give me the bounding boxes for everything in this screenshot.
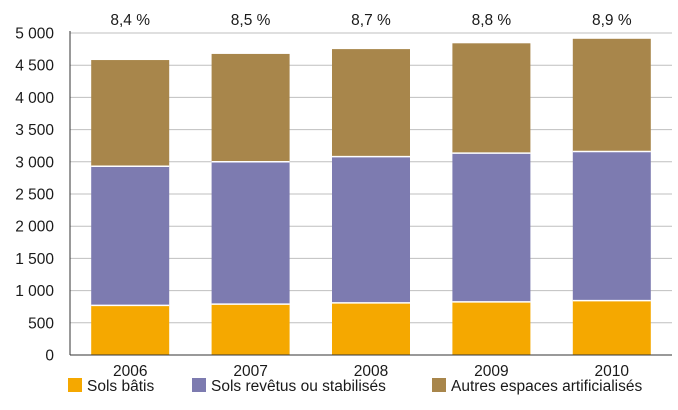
x-tick-label: 2010 bbox=[595, 363, 630, 380]
y-tick-label: 1 500 bbox=[15, 251, 54, 268]
x-tick-label: 2009 bbox=[474, 363, 508, 380]
legend-label: Sols revêtus ou stabilisés bbox=[211, 378, 386, 395]
legend-swatch bbox=[68, 378, 82, 392]
share-label: 8,7 % bbox=[351, 12, 391, 29]
legend-label: Sols bâtis bbox=[87, 378, 154, 395]
bar-segment bbox=[91, 305, 170, 355]
axes bbox=[69, 31, 672, 356]
x-tick-label: 2006 bbox=[113, 363, 147, 380]
share-label: 8,8 % bbox=[472, 12, 512, 29]
legend-label: Autres espaces artificialisés bbox=[451, 378, 642, 395]
legend-swatch bbox=[432, 378, 446, 392]
y-tick-label: 3 000 bbox=[15, 154, 54, 171]
bars bbox=[91, 38, 651, 355]
bar-segment bbox=[91, 166, 170, 306]
bar-segment bbox=[452, 43, 531, 154]
bar-segment bbox=[332, 156, 410, 303]
share-label: 8,5 % bbox=[231, 12, 271, 29]
bar-segment bbox=[211, 53, 290, 162]
bar-segment bbox=[572, 151, 651, 301]
legend: Sols bâtis Sols revêtus ou stabilisés Autr… bbox=[68, 378, 642, 395]
x-tick-label: 2007 bbox=[233, 363, 267, 380]
bar-segment bbox=[572, 300, 651, 355]
bar-segment bbox=[452, 153, 531, 302]
y-tick-label: 4 000 bbox=[15, 90, 54, 107]
y-tick-label: 2 500 bbox=[15, 187, 54, 204]
share-label: 8,9 % bbox=[592, 12, 632, 29]
x-tick-label: 2008 bbox=[354, 363, 388, 380]
bar-segment bbox=[211, 161, 290, 305]
y-tick-label: 5 000 bbox=[15, 26, 54, 43]
y-tick-label: 3 500 bbox=[15, 122, 54, 139]
bar-segment bbox=[91, 60, 170, 167]
y-tick-label: 4 500 bbox=[15, 58, 54, 75]
legend-swatch bbox=[192, 378, 206, 392]
labels: 0 500 1 000 1 500 2 000 2 500 3 000 3 500 4 000 4… bbox=[15, 12, 632, 380]
y-tick-label: 0 bbox=[45, 348, 54, 365]
y-tick-label: 2 000 bbox=[15, 219, 54, 236]
bar-segment bbox=[572, 38, 651, 152]
y-tick-label: 500 bbox=[28, 315, 54, 332]
bar-segment bbox=[211, 304, 290, 355]
y-tick-label: 1 000 bbox=[15, 283, 54, 300]
bar-segment bbox=[452, 301, 531, 355]
bar-segment bbox=[332, 49, 410, 157]
bar-segment bbox=[332, 302, 410, 355]
share-label: 8,4 % bbox=[110, 12, 150, 29]
